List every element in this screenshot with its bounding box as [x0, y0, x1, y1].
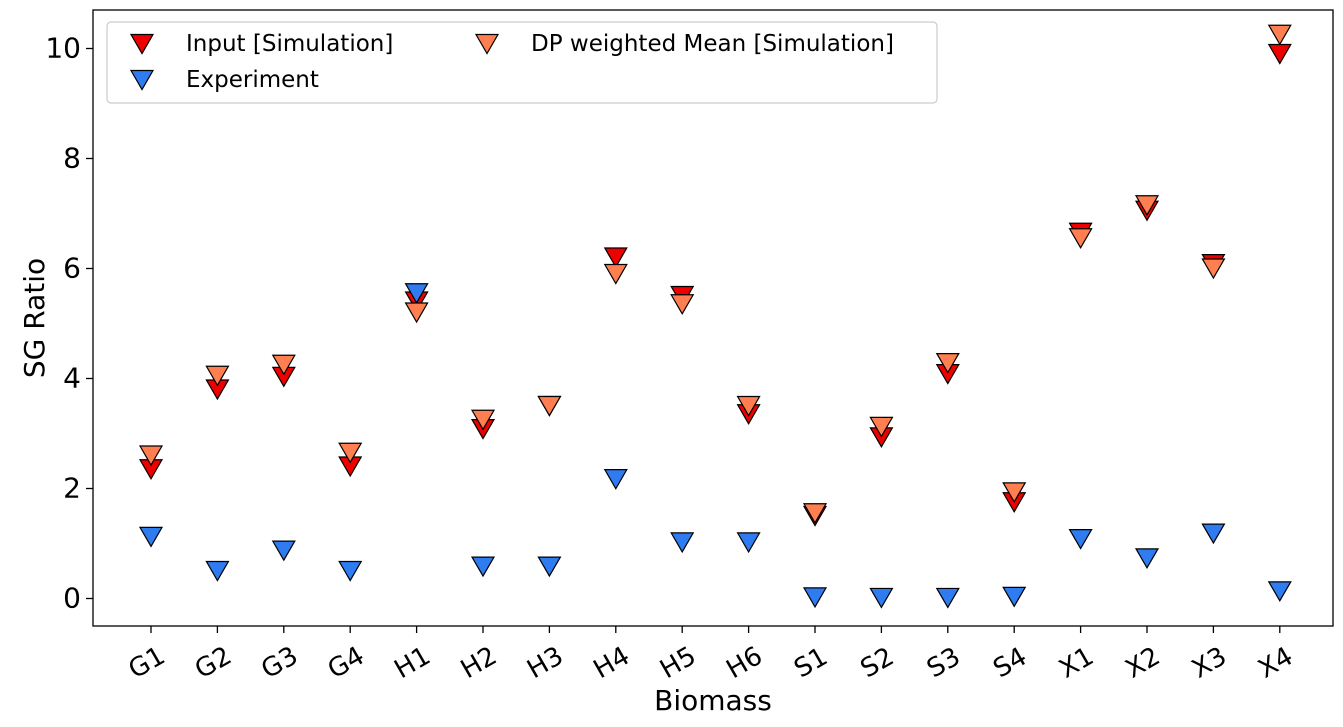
point-dp-weighted-mean-simulation-g2 — [205, 365, 230, 387]
x-tick-label-h1: H1 — [389, 641, 435, 685]
point-dp-weighted-mean-simulation-h4 — [603, 263, 628, 285]
legend-marker-dp-weighted-mean — [474, 33, 500, 55]
series-dp-weighted-mean-simulation — [138, 24, 1292, 524]
point-experiment-x1 — [1068, 529, 1093, 550]
point-dp-weighted-mean-simulation-s3 — [935, 353, 960, 374]
legend: Input [Simulation] Experiment DP weighte… — [106, 21, 938, 104]
series-input-simulation — [138, 43, 1292, 527]
point-input-simulation-x4 — [1267, 43, 1292, 65]
x-tick-label-h4: H4 — [589, 641, 635, 685]
legend-entry-input-simulation: Input [Simulation] — [129, 31, 393, 57]
legend-label-experiment: Experiment — [186, 67, 319, 93]
y-tick-label: 0 — [63, 582, 81, 615]
point-dp-weighted-mean-simulation-s1 — [802, 503, 828, 524]
x-tick-label-g4: G4 — [323, 641, 370, 685]
point-experiment-x4 — [1267, 581, 1292, 603]
x-axis: G1 G2 G3 G4 H1 H2 H3 H4 H5 H6 S1 S2 S3 S4 X1 X2 X3 X4 — [124, 626, 1298, 685]
point-dp-weighted-mean-simulation-h3 — [537, 395, 562, 417]
point-dp-weighted-mean-simulation-h2 — [470, 409, 496, 431]
x-tick-label-h6: H6 — [721, 641, 767, 685]
x-tick-label-h5: H5 — [655, 641, 701, 685]
point-input-simulation-h4 — [603, 247, 628, 269]
y-tick-label: 10 — [45, 32, 81, 65]
point-dp-weighted-mean-simulation-x3 — [1201, 258, 1226, 280]
y-tick-label: 2 — [63, 472, 81, 505]
legend-label-dp-weighted-mean: DP weighted Mean [Simulation] — [531, 31, 894, 57]
x-tick-label-g2: G2 — [190, 641, 237, 685]
x-tick-label-g3: G3 — [256, 641, 303, 685]
point-experiment-g3 — [271, 540, 296, 562]
x-tick-label-x3: X3 — [1187, 641, 1232, 684]
y-axis-title: SG Ratio — [18, 258, 51, 378]
point-dp-weighted-mean-simulation-h1 — [404, 302, 429, 324]
legend-entry-experiment: Experiment — [129, 67, 319, 93]
point-experiment-h6 — [736, 532, 761, 554]
point-experiment-s4 — [1002, 586, 1027, 608]
y-tick-label: 8 — [63, 142, 81, 175]
point-dp-weighted-mean-simulation-x1 — [1068, 228, 1093, 249]
legend-marker-input-simulation — [129, 33, 155, 55]
x-tick-label-x2: X2 — [1121, 641, 1166, 684]
point-experiment-h1 — [404, 283, 429, 304]
point-dp-weighted-mean-simulation-g1 — [138, 445, 164, 467]
x-tick-label-h3: H3 — [522, 641, 568, 685]
x-tick-label-g1: G1 — [124, 641, 171, 685]
point-dp-weighted-mean-simulation-h5 — [670, 294, 695, 315]
y-tick-label: 4 — [63, 362, 81, 395]
point-experiment-h4 — [603, 469, 628, 490]
point-experiment-s2 — [869, 587, 894, 609]
point-dp-weighted-mean-simulation-h6 — [736, 395, 761, 417]
point-dp-weighted-mean-simulation-x2 — [1134, 195, 1160, 216]
x-tick-label-s2: S2 — [856, 642, 900, 685]
point-experiment-x3 — [1201, 523, 1226, 545]
point-dp-weighted-mean-simulation-g4 — [338, 442, 363, 464]
point-experiment-s1 — [802, 587, 828, 609]
legend-box — [106, 21, 938, 104]
x-tick-label-h2: H2 — [456, 641, 502, 685]
x-tick-label-x4: X4 — [1253, 641, 1298, 684]
x-tick-label-x1: X1 — [1054, 641, 1099, 684]
point-experiment-g2 — [205, 560, 230, 582]
point-experiment-g4 — [338, 560, 363, 582]
y-axis: 0 2 4 6 8 10 — [45, 32, 93, 615]
y-tick-label: 6 — [63, 252, 81, 285]
point-dp-weighted-mean-simulation-s2 — [869, 416, 894, 438]
point-experiment-h5 — [670, 532, 695, 554]
point-dp-weighted-mean-simulation-x4 — [1267, 24, 1292, 46]
series-experiment — [138, 283, 1292, 609]
x-tick-label-s4: S4 — [988, 642, 1032, 685]
x-axis-title: Biomass — [654, 684, 772, 717]
x-tick-label-s1: S1 — [789, 642, 833, 685]
point-experiment-h2 — [470, 556, 496, 578]
point-experiment-s3 — [935, 587, 960, 609]
point-experiment-h3 — [537, 556, 562, 578]
legend-entry-dp-weighted-mean: DP weighted Mean [Simulation] — [474, 31, 894, 57]
point-dp-weighted-mean-simulation-s4 — [1002, 482, 1027, 504]
x-tick-label-s3: S3 — [922, 642, 966, 685]
legend-marker-experiment — [129, 69, 155, 91]
data-marks — [138, 24, 1292, 609]
plot-area-frame — [92, 9, 1334, 627]
legend-label-input-simulation: Input [Simulation] — [186, 31, 393, 57]
point-experiment-g1 — [138, 526, 164, 548]
point-experiment-x2 — [1134, 548, 1160, 570]
point-dp-weighted-mean-simulation-g3 — [271, 354, 296, 376]
